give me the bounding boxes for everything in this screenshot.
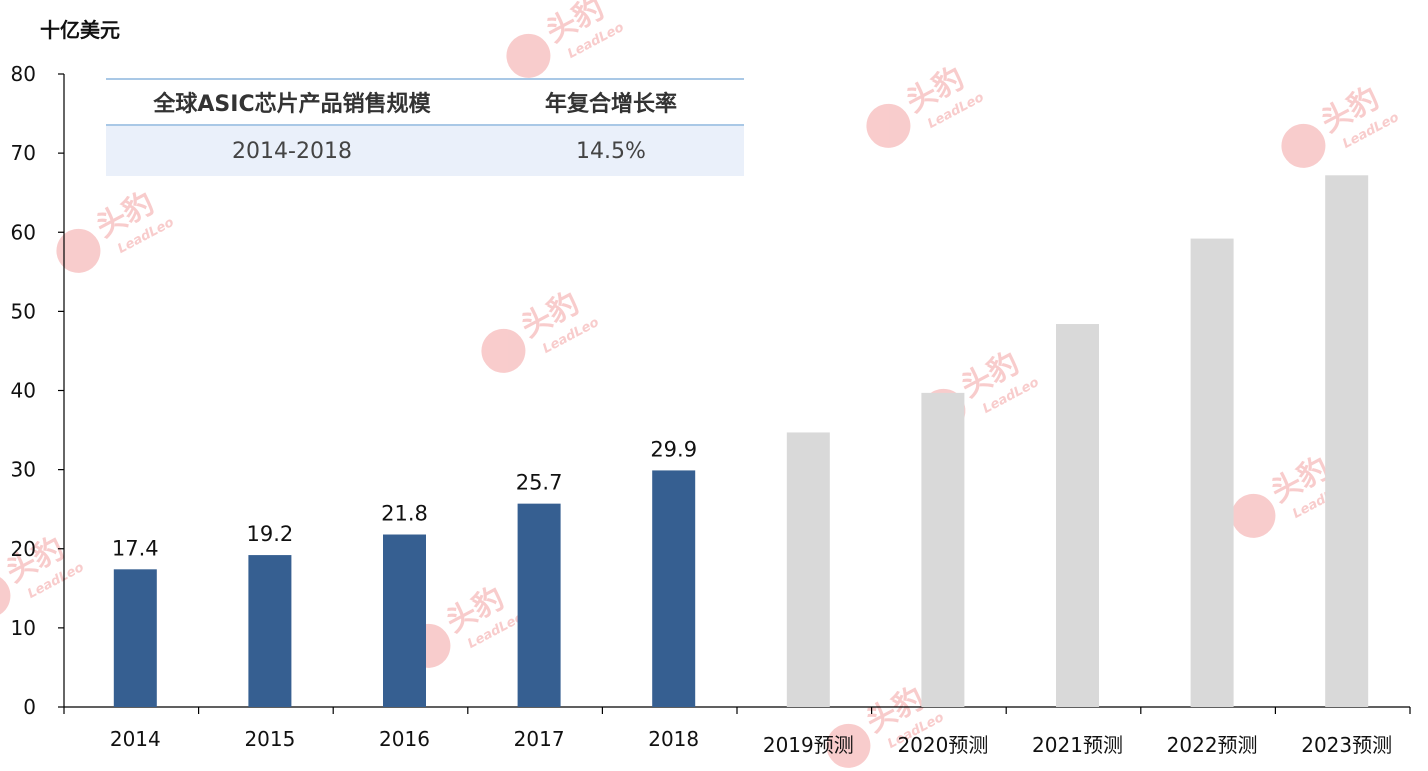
x-tick-label-2019预测: 2019预测 <box>763 733 854 757</box>
bar-2018 <box>652 470 696 707</box>
bar-2019预测 <box>786 432 830 707</box>
y-tick-label: 60 <box>11 220 36 244</box>
cagr-table-header: 全球ASIC芯片产品销售规模 年复合增长率 <box>106 78 744 126</box>
x-tick-label-2023预测: 2023预测 <box>1301 733 1392 757</box>
cagr-header-rate: 年复合增长率 <box>544 92 677 117</box>
bar-2014 <box>113 569 157 707</box>
y-tick-label: 80 <box>11 62 36 86</box>
watermark-logo-icon <box>56 228 101 273</box>
bar-2015 <box>248 555 292 707</box>
y-tick-label: 70 <box>11 141 36 165</box>
y-tick-label: 30 <box>11 458 36 482</box>
data-label-2014: 17.4 <box>112 536 159 560</box>
watermark-logo-icon <box>826 723 871 768</box>
watermark-logo-icon <box>866 103 911 148</box>
bar-2021预测 <box>1056 324 1099 707</box>
watermark-logo-icon <box>506 33 551 78</box>
y-tick-label: 0 <box>23 695 36 719</box>
watermark-logo-icon <box>1231 493 1276 538</box>
x-tick-label-2022预测: 2022预测 <box>1167 733 1258 757</box>
x-tick-label-2018: 2018 <box>648 727 699 751</box>
x-tick-label-2017: 2017 <box>514 727 565 751</box>
bar-2020预测 <box>921 392 965 707</box>
bar-2023预测 <box>1325 175 1369 707</box>
data-label-2017: 25.7 <box>516 471 563 495</box>
data-label-2016: 21.8 <box>381 502 428 526</box>
x-tick-label-2021预测: 2021预测 <box>1032 733 1123 757</box>
cagr-table-row: 2014-2018 14.5% <box>106 126 744 176</box>
y-axis-unit-label: 十亿美元 <box>40 18 120 42</box>
bar-2022预测 <box>1190 238 1234 707</box>
x-tick-label-2016: 2016 <box>379 727 430 751</box>
y-tick-label: 10 <box>11 616 36 640</box>
cagr-value: 14.5% <box>576 138 646 164</box>
y-tick-label: 40 <box>11 379 36 403</box>
cagr-table: 全球ASIC芯片产品销售规模 年复合增长率 2014-2018 14.5% <box>106 78 744 176</box>
bar-2016 <box>383 534 426 707</box>
cagr-header-market: 全球ASIC芯片产品销售规模 <box>153 92 431 117</box>
y-tick-label: 20 <box>11 537 36 561</box>
x-tick-label-2014: 2014 <box>110 727 161 751</box>
x-tick-label-2015: 2015 <box>244 727 295 751</box>
watermark-logo-icon <box>481 328 526 373</box>
data-label-2018: 29.9 <box>650 437 697 461</box>
bar-2017 <box>517 503 561 707</box>
cagr-period: 2014-2018 <box>232 138 352 164</box>
x-tick-label-2020预测: 2020预测 <box>897 733 988 757</box>
data-label-2015: 19.2 <box>247 522 294 546</box>
y-tick-label: 50 <box>11 299 36 323</box>
watermark-logo-icon <box>1281 123 1326 168</box>
